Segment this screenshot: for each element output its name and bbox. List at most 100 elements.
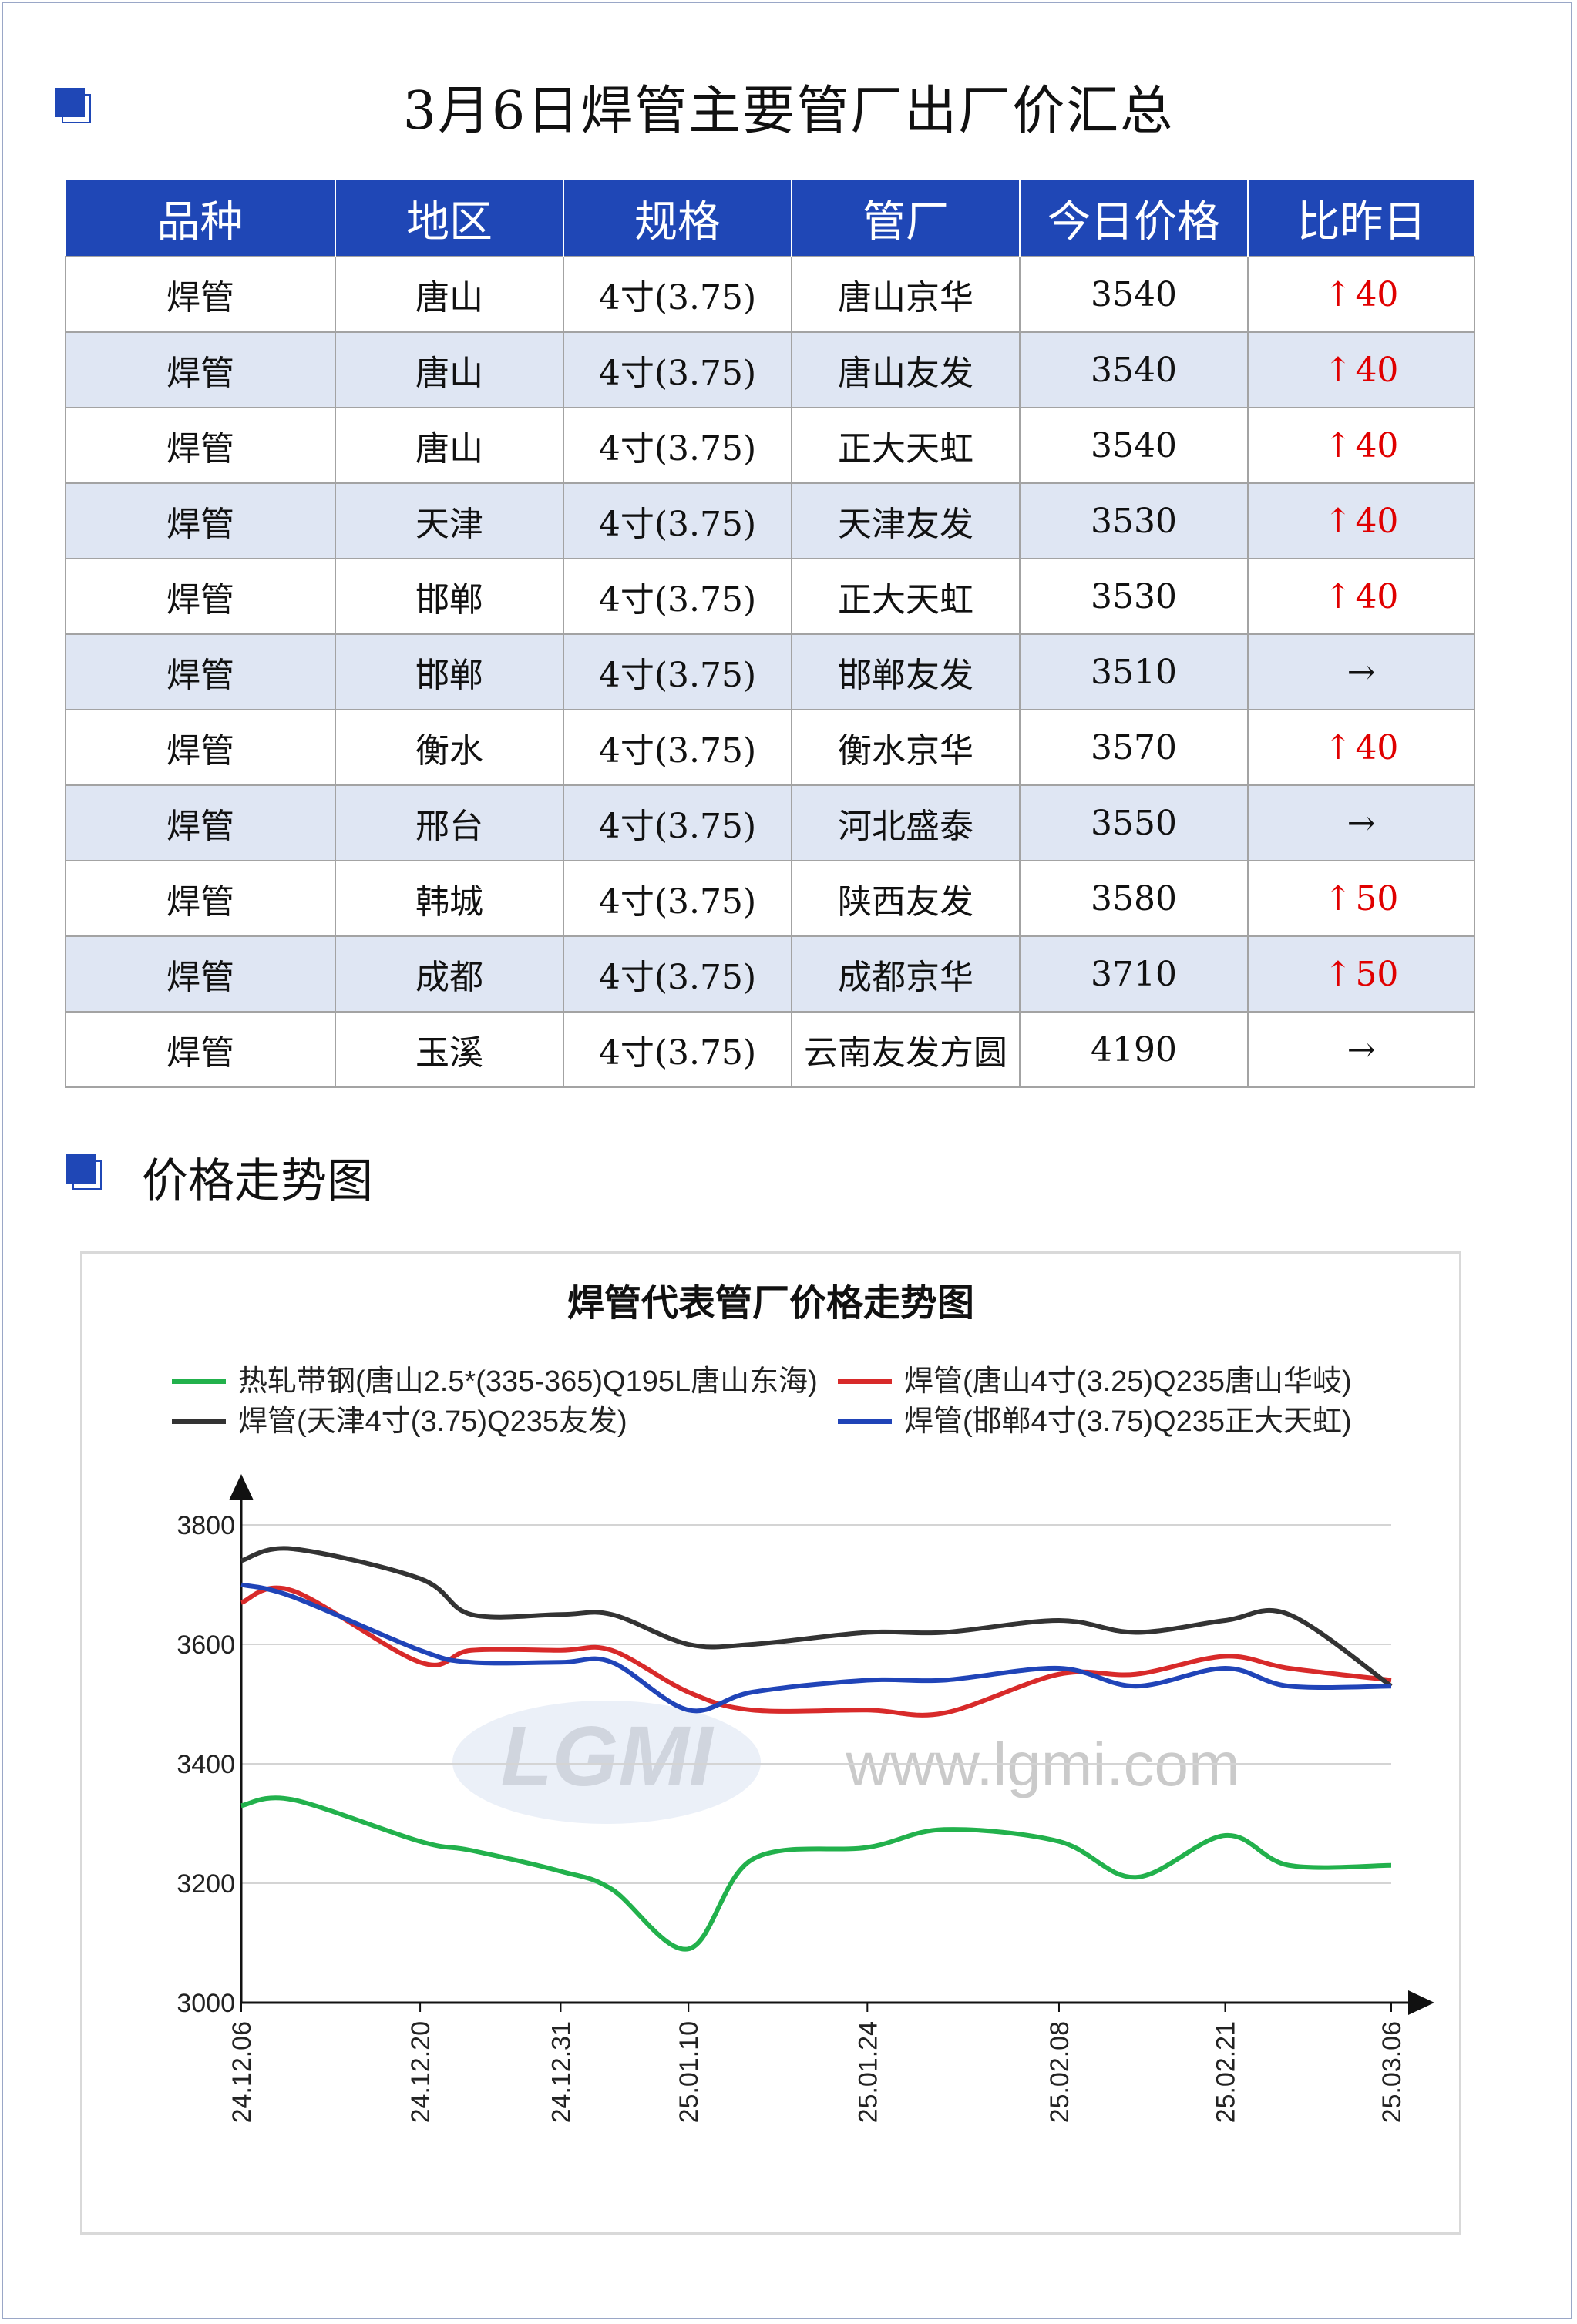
up-arrow-icon: ↑ bbox=[1323, 425, 1353, 465]
chart-title: 焊管代表管厂价格走势图 bbox=[567, 1283, 974, 1324]
change-value: 40 bbox=[1355, 501, 1399, 541]
flat-arrow-icon: → bbox=[1347, 1029, 1376, 1070]
cell-change: ↑40 bbox=[1247, 709, 1475, 786]
table-row: 焊管 衡水 4寸(3.75) 衡水京华 3570 ↑40 bbox=[65, 709, 1475, 786]
cell-mill: 天津友发 bbox=[791, 482, 1021, 559]
table-header-row: 品种 地区 规格 管厂 今日价格 比昨日 bbox=[66, 180, 1474, 257]
up-arrow-icon: ↑ bbox=[1323, 274, 1353, 314]
series-line bbox=[240, 1582, 1392, 1714]
cell-mill: 河北盛泰 bbox=[791, 784, 1021, 861]
up-arrow-icon: ↑ bbox=[1323, 501, 1353, 541]
y-tick-label: 3800 bbox=[177, 1511, 235, 1540]
legend-label: 热轧带钢(唐山2.5*(335-365)Q195L唐山东海) bbox=[238, 1365, 818, 1398]
chart-svg: 焊管代表管厂价格走势图热轧带钢(唐山2.5*(335-365)Q195L唐山东海… bbox=[172, 1283, 1434, 2123]
cell-mill: 云南友发方圆 bbox=[791, 1011, 1021, 1088]
x-tick-label: 24.12.06 bbox=[227, 2021, 257, 2123]
table-row: 焊管 唐山 4寸(3.75) 唐山友发 3540 ↑40 bbox=[65, 331, 1475, 408]
cell-change: ↑50 bbox=[1247, 935, 1475, 1013]
up-arrow-icon: ↑ bbox=[1323, 878, 1353, 919]
cell-change: ↑40 bbox=[1247, 482, 1475, 559]
cell-change: → bbox=[1247, 633, 1475, 710]
cell-change: ↑40 bbox=[1247, 256, 1475, 333]
table-row: 焊管 邯郸 4寸(3.75) 邯郸友发 3510 → bbox=[65, 633, 1475, 710]
cell-variety: 焊管 bbox=[65, 256, 336, 333]
cell-variety: 焊管 bbox=[65, 407, 336, 484]
cell-spec: 4寸(3.75) bbox=[563, 482, 792, 559]
change-value: 50 bbox=[1355, 954, 1399, 994]
legend-label: 焊管(邯郸4寸(3.75)Q235正大天虹) bbox=[904, 1405, 1352, 1438]
column-header: 地区 bbox=[335, 180, 564, 257]
cell-change: ↑40 bbox=[1247, 558, 1475, 635]
cell-mill: 正大天虹 bbox=[791, 407, 1021, 484]
x-tick-label: 24.12.20 bbox=[406, 2021, 435, 2123]
cell-price: 3530 bbox=[1019, 482, 1249, 559]
cell-spec: 4寸(3.75) bbox=[563, 935, 792, 1013]
x-tick-label: 24.12.31 bbox=[546, 2021, 576, 2123]
watermark-logo-text: LGMI bbox=[501, 1709, 715, 1804]
cell-change: ↑40 bbox=[1247, 407, 1475, 484]
watermark-logo bbox=[452, 1701, 761, 1824]
cell-spec: 4寸(3.75) bbox=[563, 860, 792, 937]
cell-change: → bbox=[1247, 1011, 1475, 1088]
y-tick-label: 3200 bbox=[177, 1869, 235, 1899]
change-value: 50 bbox=[1355, 878, 1399, 919]
cell-spec: 4寸(3.75) bbox=[563, 331, 792, 408]
table-row: 焊管 韩城 4寸(3.75) 陕西友发 3580 ↑50 bbox=[65, 860, 1475, 937]
section-marker-icon bbox=[55, 88, 91, 123]
price-table: 品种 地区 规格 管厂 今日价格 比昨日 焊管 唐山 4寸(3.75) 唐山京华 354… bbox=[65, 180, 1475, 1088]
y-tick-label: 3600 bbox=[177, 1630, 235, 1660]
cell-price: 3510 bbox=[1019, 633, 1249, 710]
column-header: 比昨日 bbox=[1248, 180, 1474, 257]
cell-region: 衡水 bbox=[335, 709, 564, 786]
up-arrow-icon: ↑ bbox=[1323, 954, 1353, 994]
change-value: 40 bbox=[1355, 350, 1399, 390]
x-tick-label: 25.02.21 bbox=[1211, 2021, 1240, 2123]
cell-variety: 焊管 bbox=[65, 860, 336, 937]
cell-variety: 焊管 bbox=[65, 633, 336, 710]
table-row: 焊管 邢台 4寸(3.75) 河北盛泰 3550 → bbox=[65, 784, 1475, 861]
cell-mill: 正大天虹 bbox=[791, 558, 1021, 635]
cell-variety: 焊管 bbox=[65, 709, 336, 786]
cell-price: 3570 bbox=[1019, 709, 1249, 786]
cell-region: 天津 bbox=[335, 482, 564, 559]
table-row: 焊管 天津 4寸(3.75) 天津友发 3530 ↑40 bbox=[65, 482, 1475, 559]
up-arrow-icon: ↑ bbox=[1323, 576, 1353, 616]
cell-variety: 焊管 bbox=[65, 331, 336, 408]
cell-region: 唐山 bbox=[335, 256, 564, 333]
column-header: 规格 bbox=[563, 180, 792, 257]
page-title: 3月6日焊管主要管厂出厂价汇总 bbox=[402, 81, 1175, 142]
cell-mill: 陕西友发 bbox=[791, 860, 1021, 937]
cell-region: 成都 bbox=[335, 935, 564, 1013]
cell-variety: 焊管 bbox=[65, 784, 336, 861]
cell-change: ↑40 bbox=[1247, 331, 1475, 408]
cell-spec: 4寸(3.75) bbox=[563, 256, 792, 333]
change-value: 40 bbox=[1355, 576, 1399, 616]
column-header: 今日价格 bbox=[1020, 180, 1249, 257]
cell-price: 3540 bbox=[1019, 407, 1249, 484]
y-tick-label: 3400 bbox=[177, 1750, 235, 1779]
cell-region: 邯郸 bbox=[335, 633, 564, 710]
y-axis-arrow-icon bbox=[229, 1474, 254, 1500]
cell-region: 唐山 bbox=[335, 331, 564, 408]
cell-price: 3530 bbox=[1019, 558, 1249, 635]
x-tick-label: 25.01.10 bbox=[674, 2021, 704, 2123]
flat-arrow-icon: → bbox=[1347, 803, 1376, 843]
table-row: 焊管 唐山 4寸(3.75) 正大天虹 3540 ↑40 bbox=[65, 407, 1475, 484]
series-line bbox=[240, 1795, 1392, 1952]
cell-variety: 焊管 bbox=[65, 482, 336, 559]
section-title: 价格走势图 bbox=[142, 1154, 373, 1208]
cell-mill: 唐山京华 bbox=[791, 256, 1021, 333]
cell-spec: 4寸(3.75) bbox=[563, 1011, 792, 1088]
up-arrow-icon: ↑ bbox=[1323, 727, 1353, 767]
x-tick-label: 25.03.06 bbox=[1377, 2021, 1407, 2123]
change-value: 40 bbox=[1355, 727, 1399, 767]
section-marker-icon bbox=[66, 1154, 102, 1190]
change-value: 40 bbox=[1355, 425, 1399, 465]
x-tick-label: 25.02.08 bbox=[1045, 2021, 1074, 2123]
price-trend-chart: 焊管代表管厂价格走势图热轧带钢(唐山2.5*(335-365)Q195L唐山东海… bbox=[80, 1251, 1461, 2235]
series-line bbox=[240, 1546, 1393, 1688]
x-tick-label: 25.01.24 bbox=[853, 2021, 883, 2123]
series-line bbox=[240, 1585, 1392, 1718]
cell-region: 韩城 bbox=[335, 860, 564, 937]
cell-price: 4190 bbox=[1019, 1011, 1249, 1088]
